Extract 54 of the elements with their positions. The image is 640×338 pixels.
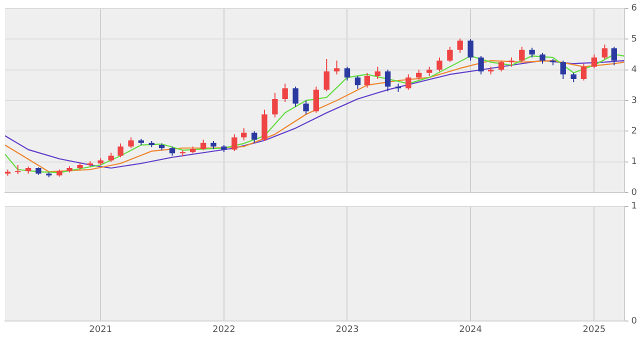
x-tick-label: 2025 — [582, 324, 606, 335]
x-tick-label: 2023 — [336, 324, 359, 335]
candlestick — [580, 63, 587, 82]
candlestick — [128, 136, 134, 149]
x-tick-label: 2022 — [212, 324, 236, 335]
candlestick — [344, 66, 350, 82]
candlestick — [560, 60, 566, 80]
y-tick-label: 2 — [631, 126, 638, 137]
candlestick — [457, 38, 463, 54]
candlestick — [241, 128, 247, 141]
x-tick-label: 2024 — [459, 324, 482, 335]
candlestick — [15, 164, 21, 175]
candlestick — [282, 83, 288, 103]
candlestick — [508, 57, 514, 68]
candlestick — [303, 100, 309, 115]
candlestick — [200, 139, 206, 151]
candlestick — [436, 57, 442, 72]
x-tick-label: 2021 — [89, 324, 112, 335]
y-tick-label: 5 — [631, 34, 638, 44]
candlestick — [426, 66, 432, 76]
y-tick-label: 3 — [631, 96, 638, 106]
candlestick — [272, 92, 278, 118]
candlestick — [334, 60, 340, 75]
candlestick — [374, 66, 380, 80]
y-tick-label: 1 — [631, 157, 638, 168]
candlestick — [591, 54, 598, 69]
candlestick — [406, 74, 412, 90]
candlestick — [570, 72, 576, 83]
candlestick — [108, 152, 114, 162]
candlestick — [478, 55, 484, 75]
candlestick — [251, 130, 258, 144]
candlestick — [519, 46, 525, 63]
candlestick — [602, 44, 608, 60]
candlestick — [118, 142, 124, 158]
candlestick — [313, 86, 319, 114]
candlestick — [169, 146, 176, 156]
y-tick-label: 6 — [631, 4, 638, 14]
candlestick — [354, 75, 361, 90]
candlestick — [324, 58, 330, 92]
candlestick — [498, 60, 504, 72]
y-tick-label: 0 — [631, 188, 638, 198]
candlestick — [468, 38, 474, 62]
candlestick — [416, 69, 422, 80]
y-tick-label: 0 — [631, 316, 638, 327]
candlestick — [611, 46, 617, 66]
candlestick — [364, 72, 370, 88]
candlestick — [232, 134, 238, 152]
candlestick — [540, 52, 546, 64]
candlestick — [384, 69, 391, 92]
y-tick-label: 1 — [631, 202, 638, 212]
candlestick — [292, 86, 298, 108]
candlestick — [447, 46, 453, 63]
candlestick — [529, 47, 535, 58]
y-tick-label: 4 — [631, 65, 638, 76]
